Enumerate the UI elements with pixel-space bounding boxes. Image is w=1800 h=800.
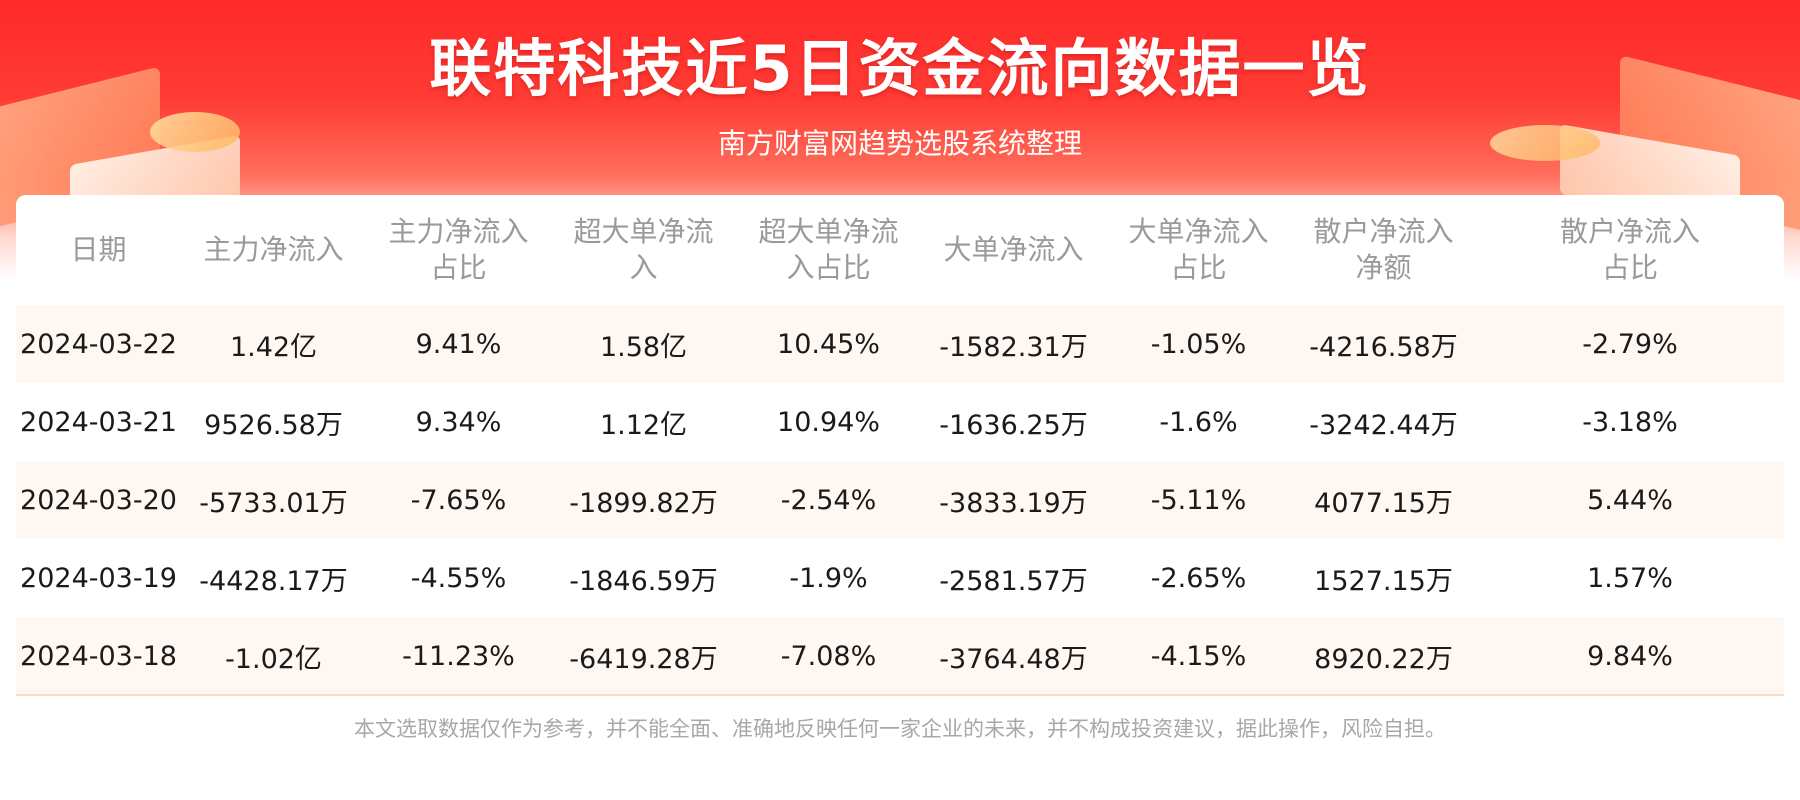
table-row: 2024-03-22 1.42亿 9.41% 1.58亿 10.45% -1582.31万…	[16, 305, 1784, 383]
column-header-label: 占比	[1601, 251, 1658, 284]
column-header: 超大单净流入	[551, 195, 736, 305]
column-header-label: 主力净流入	[203, 233, 344, 266]
page-title: 联特科技近5日资金流向数据一览	[429, 32, 1371, 105]
value-cell: -1.02亿	[181, 617, 366, 695]
value-cell: -2581.57万	[921, 539, 1106, 617]
value-cell: -2.65%	[1106, 539, 1291, 617]
column-header: 日期	[16, 195, 181, 305]
value-cell: -2.54%	[736, 461, 921, 539]
column-header: 超大单净流 入占比	[736, 195, 921, 305]
column-header-label: 净额	[1355, 251, 1412, 284]
value-cell: -3242.44万	[1291, 383, 1476, 461]
value-cell: 10.94%	[736, 383, 921, 461]
value-cell: -3764.48万	[921, 617, 1106, 695]
date-cell: 2024-03-18	[16, 617, 181, 695]
table-row: 2024-03-19 -4428.17万 -4.55% -1846.59万 -1.9% -…	[16, 539, 1784, 617]
date-cell: 2024-03-22	[16, 305, 181, 383]
value-cell: -4.15%	[1106, 617, 1291, 695]
column-header: 散户净流入 占比	[1476, 195, 1784, 305]
value-cell: -5733.01万	[181, 461, 366, 539]
column-header-label: 日期	[70, 233, 127, 266]
value-cell: -1.9%	[736, 539, 921, 617]
date-cell: 2024-03-20	[16, 461, 181, 539]
column-header-label: 散户净流入	[1559, 215, 1700, 248]
table-row: 2024-03-18 -1.02亿 -11.23% -6419.28万 -7.08% -3…	[16, 617, 1784, 695]
value-cell: -4216.58万	[1291, 305, 1476, 383]
value-cell: -4428.17万	[181, 539, 366, 617]
column-header-label: 主力净流入	[388, 215, 529, 248]
column-header: 主力净流入	[181, 195, 366, 305]
data-table-card: 南方财富网 Southmoney.com 日期主力净流入主力净流入占比超大单净流…	[16, 195, 1784, 695]
disclaimer: 本文选取数据仅作为参考，并不能全面、准确地反映任何一家企业的未来，并不构成投资建…	[354, 717, 1446, 741]
table-header-row: 日期 主力净流入 主力净流入 占比 超大单净流入超大单净流 入占比 大单净流入 大单净流入 占比…	[16, 195, 1784, 305]
table-row: 2024-03-20 -5733.01万 -7.65% -1899.82万 -2.54%…	[16, 461, 1784, 539]
column-header: 散户净流入 净额	[1291, 195, 1476, 305]
fund-flow-table: 日期 主力净流入 主力净流入 占比 超大单净流入超大单净流 入占比 大单净流入 大单净流入 占比…	[16, 195, 1784, 695]
value-cell: -5.11%	[1106, 461, 1291, 539]
value-cell: -1636.25万	[921, 383, 1106, 461]
value-cell: -2.79%	[1476, 305, 1784, 383]
value-cell: -7.08%	[736, 617, 921, 695]
column-header-label: 大单净流入	[1128, 215, 1269, 248]
column-header-label: 散户净流入	[1313, 215, 1454, 248]
column-header-label: 占比	[430, 251, 487, 284]
decorative-shape	[150, 112, 240, 152]
value-cell: 9526.58万	[181, 383, 366, 461]
value-cell: -6419.28万	[551, 617, 736, 695]
column-header-label: 大单净流入	[943, 233, 1084, 266]
date-cell: 2024-03-21	[16, 383, 181, 461]
date-cell: 2024-03-19	[16, 539, 181, 617]
value-cell: 9.34%	[366, 383, 551, 461]
value-cell: -1.6%	[1106, 383, 1291, 461]
value-cell: -11.23%	[366, 617, 551, 695]
value-cell: -7.65%	[366, 461, 551, 539]
value-cell: 9.84%	[1476, 617, 1784, 695]
value-cell: 4077.15万	[1291, 461, 1476, 539]
value-cell: 8920.22万	[1291, 617, 1476, 695]
column-header-label: 入占比	[786, 251, 871, 284]
value-cell: 1.42亿	[181, 305, 366, 383]
value-cell: -3.18%	[1476, 383, 1784, 461]
decorative-shape	[1490, 125, 1600, 161]
value-cell: 1.12亿	[551, 383, 736, 461]
column-header-label: 超大单净流	[758, 215, 899, 248]
value-cell: 5.44%	[1476, 461, 1784, 539]
value-cell: -4.55%	[366, 539, 551, 617]
value-cell: 9.41%	[366, 305, 551, 383]
value-cell: -1846.59万	[551, 539, 736, 617]
column-header: 主力净流入 占比	[366, 195, 551, 305]
value-cell: -1582.31万	[921, 305, 1106, 383]
value-cell: -1.05%	[1106, 305, 1291, 383]
column-header-label: 超大单净流	[573, 215, 714, 248]
page-subtitle: 南方财富网趋势选股系统整理	[717, 127, 1082, 160]
column-header-label: 占比	[1170, 251, 1227, 284]
value-cell: 1.58亿	[551, 305, 736, 383]
column-header-label: 入	[629, 251, 658, 284]
value-cell: 1.57%	[1476, 539, 1784, 617]
column-header: 大单净流入 占比	[1106, 195, 1291, 305]
value-cell: -1899.82万	[551, 461, 736, 539]
divider	[16, 694, 1784, 696]
value-cell: 1527.15万	[1291, 539, 1476, 617]
column-header: 大单净流入	[921, 195, 1106, 305]
value-cell: 10.45%	[736, 305, 921, 383]
value-cell: -3833.19万	[921, 461, 1106, 539]
table-row: 2024-03-21 9526.58万 9.34% 1.12亿 10.94% -1636.…	[16, 383, 1784, 461]
